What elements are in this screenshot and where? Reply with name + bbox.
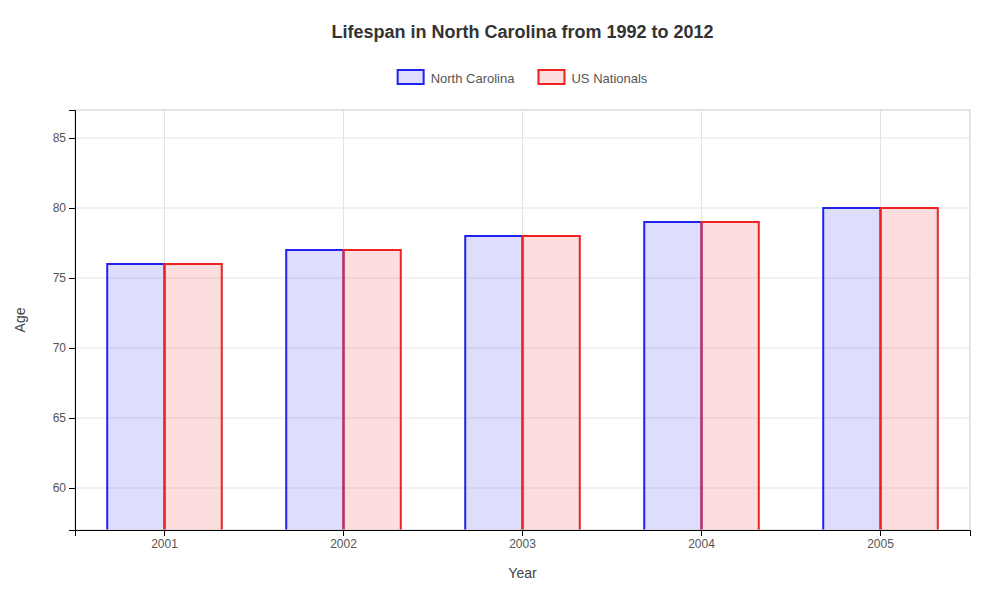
tick-mark (69, 208, 75, 209)
tick-mark (522, 530, 523, 536)
bar (286, 250, 343, 530)
bar (702, 222, 759, 530)
tick-mark (701, 530, 702, 536)
tick: 2005 (867, 530, 894, 551)
y-axis-title: Age (12, 307, 28, 332)
bar (107, 264, 164, 530)
tick-mark (343, 530, 344, 536)
tick: 65 (53, 411, 75, 425)
tick: 60 (53, 481, 75, 495)
bar (344, 250, 401, 530)
legend-item: North Carolina (398, 70, 516, 86)
tick-label: 60 (53, 481, 67, 495)
axis-line (69, 111, 76, 531)
x-axis-title: Year (508, 565, 537, 581)
bars (107, 208, 938, 530)
tick: 80 (53, 201, 75, 215)
bar (881, 208, 938, 530)
bar (465, 236, 522, 530)
title: Lifespan in North Carolina from 1992 to … (331, 22, 713, 42)
tick-mark (69, 138, 75, 139)
plot-frame (75, 110, 970, 530)
tick-label: 65 (53, 411, 67, 425)
legend-swatch (538, 70, 564, 84)
chart: 60 65 70 75 80 85 2001 2002 2003 2004 2005 Year Age L… (0, 0, 1000, 600)
bar (644, 222, 701, 530)
plot: 60 65 70 75 80 85 2001 2002 2003 2004 2005 Year Age (12, 110, 971, 600)
tick-label: 70 (53, 341, 67, 355)
tick-label: 2001 (151, 537, 178, 551)
legend: North Carolina US Nationals (398, 70, 648, 86)
x-axis: 2001 2002 2003 2004 2005 (76, 530, 971, 551)
tick: 2001 (151, 530, 178, 551)
tick: 2004 (688, 530, 715, 551)
tick-mark (880, 530, 881, 536)
bar (523, 236, 580, 530)
bar (165, 264, 222, 530)
tick-label: 75 (53, 271, 67, 285)
bar (823, 208, 880, 530)
tick: 70 (53, 341, 75, 355)
tick-mark (69, 418, 75, 419)
y-axis: 60 65 70 75 80 85 (53, 111, 76, 531)
tick-label: 2002 (330, 537, 357, 551)
legend-item: US Nationals (538, 70, 647, 86)
tick-label: 2003 (509, 537, 536, 551)
tick: 75 (53, 271, 75, 285)
tick-mark (69, 278, 75, 279)
axis-line (76, 531, 971, 537)
tick-mark (69, 348, 75, 349)
tick-mark (69, 488, 75, 489)
tick: 2003 (509, 530, 536, 551)
tick: 2002 (330, 530, 357, 551)
tick-label: 2005 (867, 537, 894, 551)
tick-label: 80 (53, 201, 67, 215)
legend-swatch (398, 70, 424, 84)
legend-label: US Nationals (571, 71, 647, 86)
legend-label: North Carolina (431, 71, 516, 86)
tick-label: 85 (53, 131, 67, 145)
tick: 85 (53, 131, 75, 145)
tick-mark (164, 530, 165, 536)
tick-label: 2004 (688, 537, 715, 551)
